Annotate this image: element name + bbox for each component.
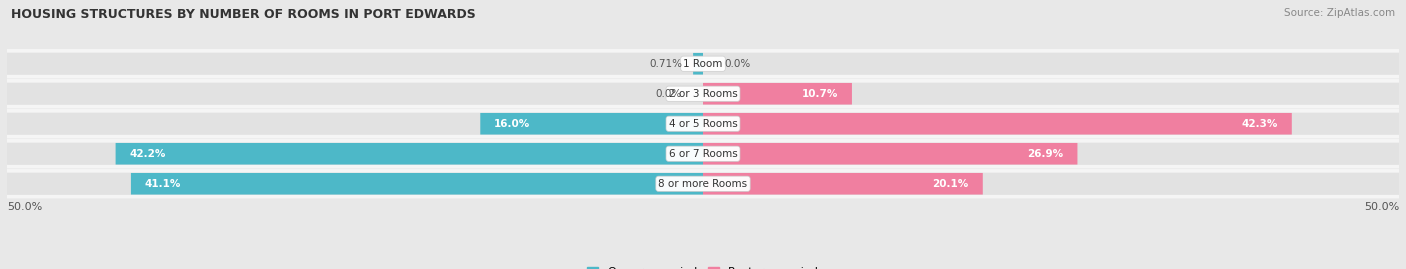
FancyBboxPatch shape	[7, 79, 1399, 108]
FancyBboxPatch shape	[7, 139, 1399, 168]
FancyBboxPatch shape	[115, 143, 703, 165]
FancyBboxPatch shape	[7, 53, 1399, 75]
FancyBboxPatch shape	[703, 83, 852, 105]
Text: HOUSING STRUCTURES BY NUMBER OF ROOMS IN PORT EDWARDS: HOUSING STRUCTURES BY NUMBER OF ROOMS IN…	[11, 8, 477, 21]
FancyBboxPatch shape	[7, 173, 1399, 195]
FancyBboxPatch shape	[703, 113, 1292, 134]
Text: Source: ZipAtlas.com: Source: ZipAtlas.com	[1284, 8, 1395, 18]
FancyBboxPatch shape	[7, 169, 1399, 199]
Text: 20.1%: 20.1%	[932, 179, 969, 189]
Text: 0.71%: 0.71%	[650, 59, 682, 69]
Text: 2 or 3 Rooms: 2 or 3 Rooms	[669, 89, 737, 99]
Text: 1 Room: 1 Room	[683, 59, 723, 69]
FancyBboxPatch shape	[481, 113, 703, 134]
FancyBboxPatch shape	[7, 83, 1399, 105]
Text: 26.9%: 26.9%	[1028, 149, 1063, 159]
Text: 0.0%: 0.0%	[724, 59, 751, 69]
FancyBboxPatch shape	[7, 49, 1399, 79]
FancyBboxPatch shape	[703, 173, 983, 194]
Text: 4 or 5 Rooms: 4 or 5 Rooms	[669, 119, 737, 129]
FancyBboxPatch shape	[7, 113, 1399, 135]
FancyBboxPatch shape	[7, 143, 1399, 165]
Text: 8 or more Rooms: 8 or more Rooms	[658, 179, 748, 189]
FancyBboxPatch shape	[693, 53, 703, 75]
FancyBboxPatch shape	[7, 109, 1399, 139]
Legend: Owner-occupied, Renter-occupied: Owner-occupied, Renter-occupied	[586, 267, 820, 269]
Text: 10.7%: 10.7%	[801, 89, 838, 99]
FancyBboxPatch shape	[703, 143, 1077, 165]
Text: 50.0%: 50.0%	[1364, 202, 1399, 212]
Text: 42.3%: 42.3%	[1241, 119, 1278, 129]
Text: 50.0%: 50.0%	[7, 202, 42, 212]
Text: 41.1%: 41.1%	[145, 179, 181, 189]
Text: 6 or 7 Rooms: 6 or 7 Rooms	[669, 149, 737, 159]
Text: 0.0%: 0.0%	[655, 89, 682, 99]
Text: 16.0%: 16.0%	[495, 119, 530, 129]
Text: 42.2%: 42.2%	[129, 149, 166, 159]
FancyBboxPatch shape	[131, 173, 703, 194]
